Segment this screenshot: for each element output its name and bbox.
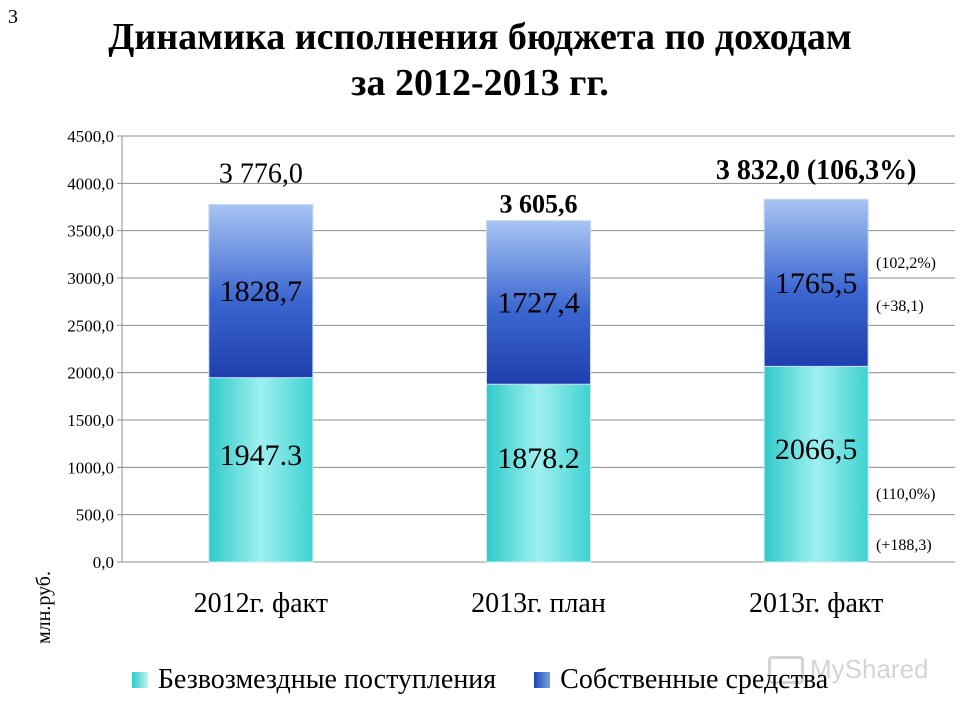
data-label-gratuitous: 1878.2: [497, 442, 580, 475]
annotation-own-change: (+38,1): [876, 298, 924, 315]
bar-segment-gratuitous: [208, 377, 314, 563]
legend-label-own: Собственные средства: [560, 664, 829, 695]
annotation-gratuitous-change: (+188,3): [876, 537, 932, 554]
stacked-bar-chart: 0,0 500,0 1000,0 1500,0 2000,0 2500,0 3000,0 35…: [33, 127, 955, 644]
data-label-total: 3 832,0 (106,3%): [716, 155, 917, 186]
title-line-1: Динамика исполнения бюджета по доходам: [108, 16, 852, 58]
legend-item-gratuitous: Безвозмездные поступления: [131, 664, 497, 696]
legend-item-own: Собственные средства: [534, 664, 828, 696]
data-label-own: 1828,7: [220, 275, 303, 308]
data-label-own: 1765,5: [775, 267, 858, 300]
data-label-gratuitous: 1947.3: [220, 439, 303, 472]
data-label-gratuitous: 2066,5: [775, 433, 858, 466]
y-tick-label: 1500,0: [67, 411, 114, 430]
data-label-total: 3 776,0: [219, 159, 303, 190]
y-tick-label: 2000,0: [67, 364, 114, 383]
bar-segment-own: [486, 220, 591, 385]
y-tick-label: 3500,0: [67, 222, 114, 241]
bar-segment-gratuitous: [486, 383, 591, 563]
legend-swatch-own: [534, 672, 551, 688]
chart-title: Динамика исполнения бюджета по доходам з…: [0, 14, 960, 106]
annotation-own-percent: (102,2%): [876, 255, 936, 272]
y-tick-label: 4500,0: [67, 127, 114, 146]
annotation-gratuitous-percent: (110,0%): [876, 486, 935, 503]
y-tick-label: 3000,0: [67, 269, 114, 288]
data-label-total: 3 605,6: [500, 190, 578, 219]
watermark: MyShared: [768, 654, 929, 685]
bar-segment-own: [763, 198, 869, 367]
watermark-icon: [768, 655, 804, 684]
y-axis-label: млн.руб.: [33, 571, 55, 644]
y-tick-label: 0,0: [93, 553, 114, 572]
bar-segment-gratuitous: [763, 365, 869, 563]
y-tick-label: 4000,0: [67, 174, 114, 193]
watermark-text: MyShared: [810, 654, 929, 684]
legend: Безвозмездные поступления Собственные ср…: [0, 664, 960, 696]
y-tick-label: 2500,0: [67, 316, 114, 335]
legend-swatch-gratuitous: [131, 672, 148, 688]
x-tick-label: 2013г. план: [471, 588, 606, 619]
slide-number: 3: [8, 6, 18, 28]
x-tick-label: 2013г. факт: [749, 588, 883, 619]
y-tick-label: 500,0: [76, 506, 114, 525]
x-tick-label: 2012г. факт: [194, 588, 328, 619]
legend-label-gratuitous: Безвозмездные поступления: [157, 664, 497, 695]
bar-segment-own: [208, 204, 314, 379]
data-label-own: 1727,4: [497, 286, 580, 319]
title-line-2: за 2012-2013 гг.: [351, 62, 609, 104]
y-tick-label: 1000,0: [67, 458, 114, 477]
